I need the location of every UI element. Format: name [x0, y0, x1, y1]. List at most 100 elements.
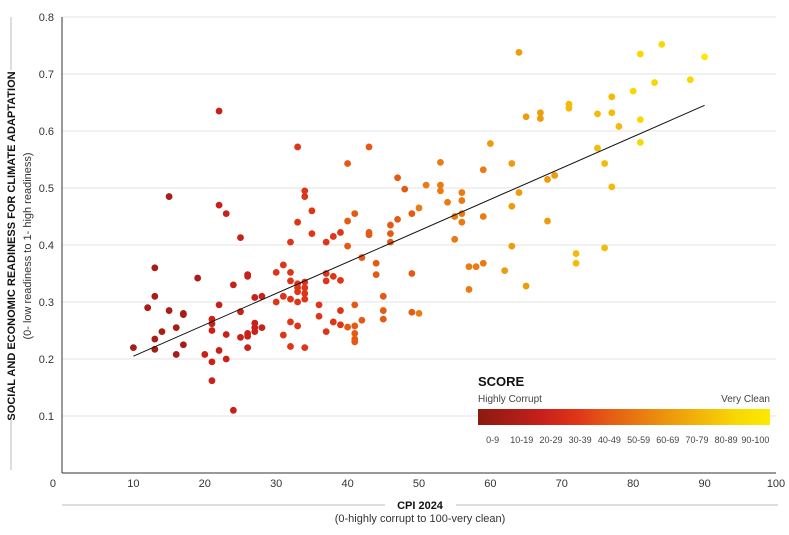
y-tick-label: 0.2: [39, 354, 54, 366]
data-point: [351, 322, 359, 330]
data-point: [451, 235, 459, 243]
legend-title: SCORE: [478, 374, 525, 389]
data-point: [379, 315, 387, 323]
axes: [61, 17, 776, 474]
data-point: [315, 301, 323, 309]
data-point: [301, 187, 309, 195]
data-point: [344, 242, 351, 250]
legend-bins: 0-9 10-19 20-29 30-39 40-49 50-59 60-69 70-79 80…: [486, 425, 769, 445]
x-axis-title: CPI 2024: [397, 500, 444, 512]
y-tick-label: 0.7: [39, 69, 54, 81]
data-point: [636, 116, 644, 123]
x-tick-label: 60: [484, 478, 496, 490]
data-point: [522, 282, 530, 290]
data-point: [358, 316, 366, 324]
legend-bin-label: 70-79: [685, 435, 708, 445]
data-point: [372, 271, 380, 279]
data-point: [444, 198, 451, 206]
data-point: [479, 259, 487, 267]
x-tick-label: 90: [698, 478, 710, 490]
data-point: [194, 274, 202, 282]
data-point: [651, 79, 659, 86]
data-point: [508, 160, 516, 167]
data-point: [379, 307, 387, 314]
data-point: [344, 217, 351, 225]
data-point: [279, 292, 287, 300]
data-point: [522, 113, 530, 121]
data-point: [337, 229, 344, 236]
data-point: [229, 406, 237, 414]
data-point: [229, 281, 237, 289]
y-tick-label: 0.1: [39, 411, 54, 423]
data-point: [329, 318, 337, 326]
data-point: [415, 204, 423, 212]
data-point: [215, 201, 223, 209]
x-tick-label: 50: [413, 478, 425, 490]
data-point: [172, 351, 180, 358]
data-point: [508, 242, 516, 250]
data-point: [437, 158, 444, 166]
data-point: [394, 174, 401, 182]
legend-bin-label: 0-9: [486, 435, 499, 445]
data-point: [401, 185, 409, 193]
data-point: [279, 261, 287, 269]
data-point: [237, 234, 244, 241]
legend-bin-label: 20-29: [539, 435, 562, 445]
data-point: [487, 140, 494, 147]
data-point: [165, 193, 173, 200]
data-point: [337, 276, 344, 284]
data-point: [408, 210, 416, 218]
y-axis-subtitle: (0- low readiness to 1- high readiness): [22, 152, 34, 339]
data-point: [322, 277, 330, 285]
data-point: [258, 324, 266, 332]
data-point: [222, 355, 230, 363]
data-point: [351, 329, 359, 337]
data-point: [372, 259, 380, 267]
data-point: [479, 213, 487, 220]
legend-bin-marker: [664, 425, 671, 430]
data-point: [387, 230, 394, 238]
data-point: [344, 160, 351, 167]
data-point: [572, 259, 580, 267]
data-point: [244, 344, 252, 351]
data-point: [322, 328, 330, 336]
data-point: [508, 202, 516, 210]
data-point: [536, 109, 544, 117]
x-tick-labels: 0 10 20 30 40 50 60 70 80 90 100: [50, 478, 785, 490]
legend-bin-marker: [723, 425, 730, 430]
data-point: [437, 181, 444, 189]
data-point: [337, 321, 344, 329]
x-tick-label: 30: [270, 478, 282, 490]
data-point: [351, 338, 359, 346]
data-point: [422, 181, 430, 189]
data-point: [151, 292, 159, 300]
x-tick-label: 80: [627, 478, 639, 490]
data-point: [308, 207, 316, 215]
data-point: [387, 221, 394, 229]
data-point: [287, 318, 294, 326]
x-tick-label: 40: [341, 478, 353, 490]
y-axis-title: SOCIAL AND ECONOMIC READINESS FOR CLIMAT…: [6, 71, 18, 420]
data-point: [501, 267, 509, 275]
data-point: [294, 298, 302, 306]
data-point: [458, 197, 466, 204]
data-point: [287, 277, 294, 285]
data-point: [208, 327, 216, 334]
data-point: [344, 323, 351, 331]
data-point: [315, 312, 323, 320]
data-point: [458, 218, 466, 226]
data-point: [658, 40, 666, 48]
data-point: [172, 324, 180, 332]
data-point: [179, 341, 187, 349]
data-point: [151, 335, 159, 343]
data-point: [222, 210, 230, 218]
data-point: [294, 322, 302, 330]
data-point: [608, 93, 616, 101]
data-point: [130, 344, 137, 351]
gridlines: [62, 16, 776, 417]
data-point: [636, 139, 644, 146]
data-point: [415, 310, 423, 317]
data-point: [294, 288, 302, 296]
data-point: [329, 233, 337, 240]
legend-bin-marker: [694, 425, 700, 430]
